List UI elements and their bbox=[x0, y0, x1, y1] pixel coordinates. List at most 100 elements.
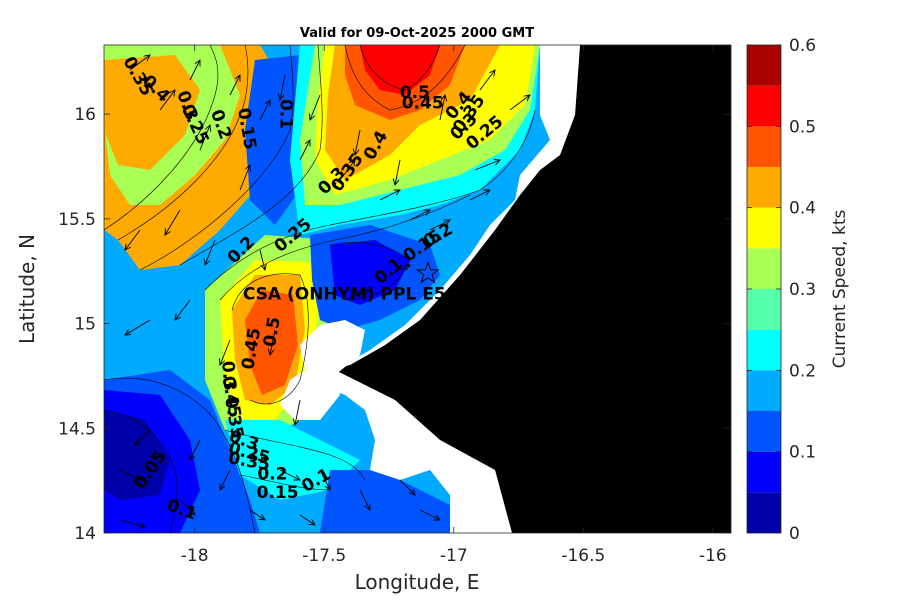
station-label: CSA (ONHYM) PPL E5 bbox=[243, 284, 446, 304]
x-axis-label: Longitude, E bbox=[355, 570, 480, 594]
current-vector-arrow bbox=[439, 95, 445, 121]
colorbar-segment bbox=[747, 45, 781, 86]
contour-label: 0.5 bbox=[400, 83, 430, 103]
colorbar-segment bbox=[747, 289, 781, 330]
colorbar-tick-label: 0.5 bbox=[789, 117, 816, 137]
current-vector-arrow bbox=[259, 100, 270, 121]
colorbar-segment bbox=[747, 492, 781, 533]
current-vector-arrow bbox=[399, 479, 415, 495]
contour-line bbox=[329, 242, 411, 301]
current-vector-arrow bbox=[165, 209, 181, 235]
current-vectors bbox=[119, 55, 530, 527]
contour-fill-orange-north-west-core bbox=[104, 55, 200, 170]
contour-line bbox=[359, 45, 441, 91]
current-vector-arrow bbox=[279, 469, 300, 480]
x-tick-label: -16 bbox=[699, 546, 727, 566]
contour-fills bbox=[104, 45, 540, 533]
x-axis: -18 -17.5 -17 -16.5 -16 bbox=[181, 45, 727, 566]
contour-label: 0.45 bbox=[402, 94, 444, 114]
x-tick-label: -17.5 bbox=[302, 546, 346, 566]
x-tick-label: -16.5 bbox=[561, 546, 605, 566]
contour-line bbox=[204, 109, 536, 291]
current-vector-arrow bbox=[229, 75, 240, 96]
contour-line bbox=[139, 45, 294, 271]
plot-frame bbox=[103, 44, 732, 534]
current-vector-arrow bbox=[395, 159, 401, 185]
current-vector-arrow bbox=[220, 339, 231, 365]
contour-line bbox=[104, 377, 256, 533]
colorbar-frame bbox=[746, 44, 782, 534]
current-vector-arrow bbox=[479, 70, 495, 91]
current-vector-arrow bbox=[339, 160, 355, 181]
current-vector-arrow bbox=[389, 265, 410, 276]
y-axis: 14 14.5 15 15.5 16 bbox=[58, 105, 731, 544]
chart-title: Valid for 09-Oct-2025 2000 GMT bbox=[300, 26, 534, 41]
contour-fill-dark-blue-south-east bbox=[320, 470, 450, 533]
current-vector-arrow bbox=[355, 129, 361, 155]
current-vector-arrow bbox=[179, 499, 195, 515]
current-vector-arrow bbox=[189, 60, 200, 81]
current-vector-arrow bbox=[135, 429, 151, 445]
colorbar-segment bbox=[747, 167, 781, 208]
contour-line bbox=[231, 273, 309, 405]
y-tick-label: 14.5 bbox=[58, 419, 96, 439]
contour-label: 0.3 bbox=[217, 360, 240, 392]
colorbar-segment bbox=[747, 411, 781, 452]
contour-line bbox=[224, 429, 366, 481]
contour-line bbox=[239, 474, 331, 491]
coastline bbox=[280, 45, 731, 533]
contour-fill-red-north-east bbox=[360, 45, 440, 95]
current-vector-arrow bbox=[299, 140, 310, 161]
current-vector-arrow bbox=[159, 90, 175, 111]
current-vector-arrow bbox=[119, 519, 145, 527]
cap-vert-peninsula-gap bbox=[280, 320, 365, 420]
current-vector-arrow bbox=[199, 125, 210, 151]
contour-line bbox=[344, 45, 466, 111]
colorbar-tick-label: 0.3 bbox=[789, 280, 816, 300]
contour-fill-red-orange-central bbox=[245, 290, 298, 395]
current-vector-arrow bbox=[319, 469, 330, 490]
current-vector-arrow bbox=[270, 329, 276, 355]
colorbar-label: Current Speed, kts bbox=[830, 210, 850, 369]
contour-lines bbox=[104, 45, 536, 533]
y-tick-label: 15.5 bbox=[58, 210, 96, 230]
colorbar-segment bbox=[747, 329, 781, 371]
current-vector-arrow bbox=[359, 489, 370, 510]
colorbar-segment bbox=[747, 85, 781, 127]
colorbar-tick-label: 0.1 bbox=[789, 443, 816, 463]
colorbar-tick-label: 0 bbox=[789, 524, 800, 544]
current-vector-arrow bbox=[239, 165, 250, 191]
current-vector-arrow bbox=[344, 290, 370, 301]
y-tick-label: 15 bbox=[74, 315, 96, 335]
current-vector-arrow bbox=[259, 249, 265, 270]
current-vector-arrow bbox=[310, 94, 321, 120]
current-vector-arrow bbox=[205, 239, 216, 265]
current-vector-arrow bbox=[280, 74, 286, 100]
contour-line bbox=[219, 194, 471, 301]
colorbar-segment bbox=[747, 126, 781, 167]
plot-area: 0.350.40.30.250.20.15 0.10.30.350.40.50.4… bbox=[104, 45, 731, 533]
colorbar-segment bbox=[747, 207, 781, 249]
contour-fill-navy-south-west bbox=[104, 410, 170, 500]
x-tick-label: -17 bbox=[440, 546, 468, 566]
y-axis-label: Latitude, N bbox=[15, 234, 39, 344]
current-vector-arrow bbox=[299, 514, 315, 525]
land-mass bbox=[315, 45, 731, 533]
y-tick-label: 14 bbox=[74, 524, 96, 544]
station-marker bbox=[415, 260, 440, 284]
current-vector-arrow bbox=[419, 509, 440, 520]
station-star bbox=[415, 260, 440, 284]
current-vector-arrow bbox=[295, 399, 301, 425]
colorbar-segment bbox=[747, 370, 781, 411]
y-tick-label: 16 bbox=[74, 105, 96, 125]
current-vector-arrow bbox=[469, 190, 490, 201]
current-vector-arrow bbox=[509, 95, 530, 111]
colorbar-tick-label: 0.2 bbox=[789, 361, 816, 381]
colorbar: 0 0.1 0.2 0.3 0.4 0.5 0.6 bbox=[747, 36, 816, 544]
current-vector-arrow bbox=[125, 229, 141, 250]
current-vector-arrow bbox=[474, 160, 500, 171]
coastal-gap bbox=[320, 45, 580, 533]
contour-fill-blue-south-central bbox=[330, 240, 410, 305]
colorbar-tick-label: 0.6 bbox=[789, 36, 816, 56]
current-vector-arrow bbox=[220, 469, 231, 490]
